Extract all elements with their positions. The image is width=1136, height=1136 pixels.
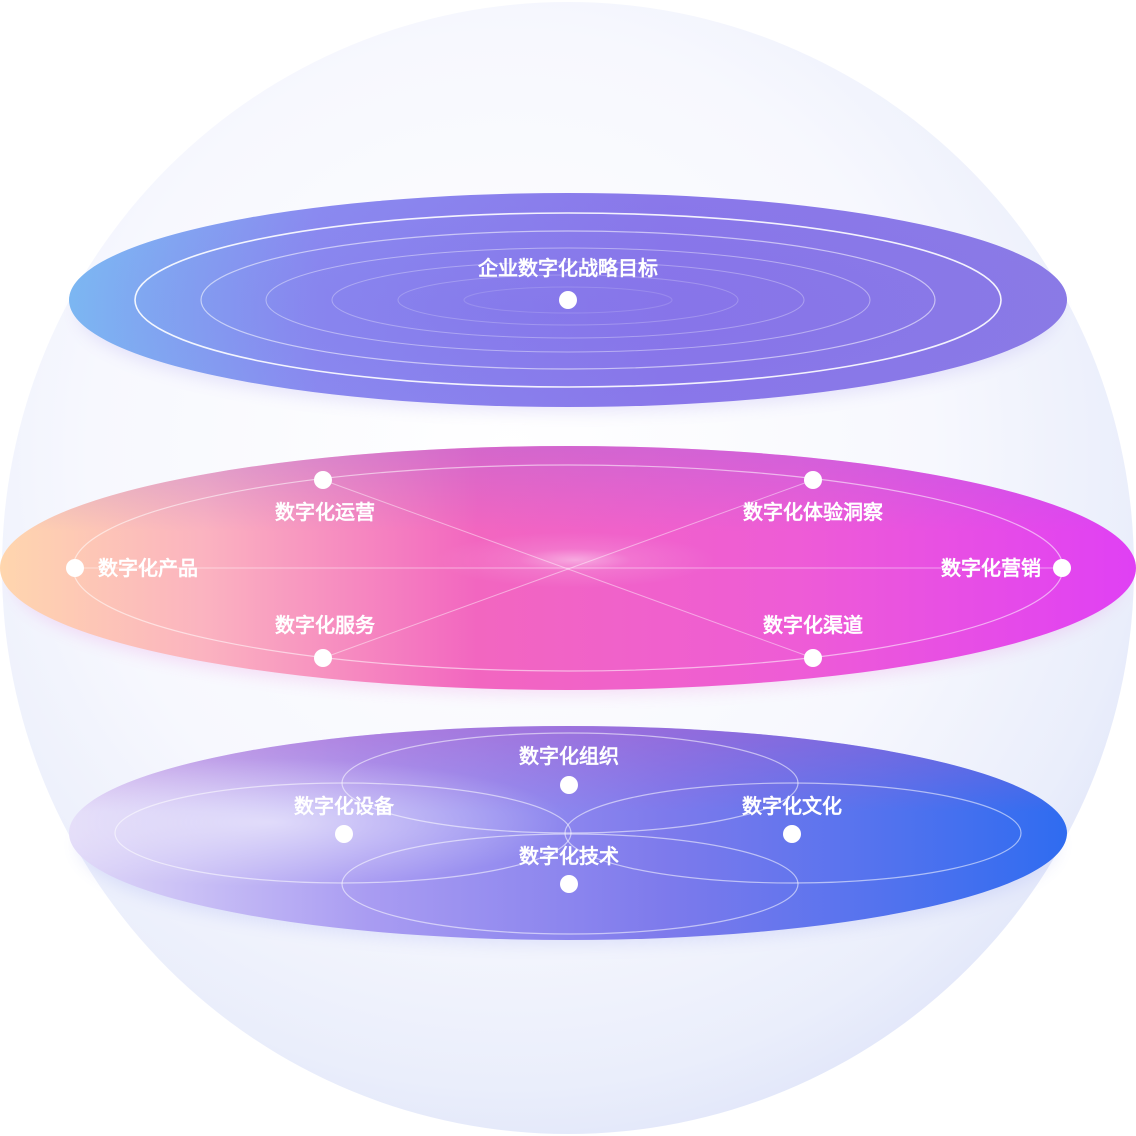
operations-marker	[314, 471, 332, 489]
operations-label: 数字化运营	[275, 500, 375, 524]
channel-marker	[804, 649, 822, 667]
marketing-label: 数字化营销	[941, 556, 1041, 580]
foundation-layer: 数字化组织 数字化设备 数字化文化 数字化技术	[69, 726, 1067, 945]
product-label: 数字化产品	[98, 556, 198, 580]
service-label: 数字化服务	[275, 613, 376, 637]
culture-label: 数字化文化	[742, 794, 842, 818]
foundation-overlap-rings	[114, 732, 1022, 935]
strategy-layer: 企业数字化战略目标	[69, 193, 1067, 412]
culture-marker	[783, 825, 801, 843]
organization-label: 数字化组织	[519, 744, 619, 768]
strategy-goal-label: 企业数字化战略目标	[477, 256, 658, 280]
experience-insight-label: 数字化体验洞察	[743, 500, 884, 524]
strategy-concentric-rings	[134, 212, 1002, 388]
service-marker	[314, 649, 332, 667]
experience-insight-marker	[804, 471, 822, 489]
technology-label: 数字化技术	[519, 844, 619, 868]
strategy-goal-marker	[559, 291, 577, 309]
technology-marker	[560, 875, 578, 893]
equipment-marker	[335, 825, 353, 843]
organization-marker	[560, 776, 578, 794]
product-marker	[66, 559, 84, 577]
marketing-marker	[1053, 559, 1071, 577]
channel-label: 数字化渠道	[763, 613, 863, 637]
business-layer: 数字化运营 数字化体验洞察 数字化产品 数字化营销 数字化服务 数字化渠道	[0, 446, 1136, 695]
equipment-label: 数字化设备	[294, 794, 395, 818]
